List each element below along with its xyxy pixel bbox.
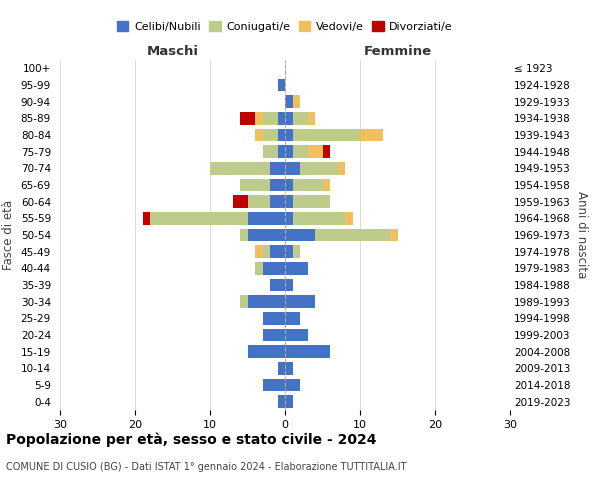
Y-axis label: Fasce di età: Fasce di età: [2, 200, 15, 270]
Bar: [240, 112, 255, 124]
Bar: [293, 179, 323, 192]
Bar: [277, 129, 285, 141]
Bar: [263, 262, 285, 274]
Bar: [308, 146, 323, 158]
Bar: [277, 362, 285, 374]
Bar: [277, 112, 285, 124]
Bar: [285, 246, 293, 258]
Bar: [293, 196, 330, 208]
Bar: [255, 112, 263, 124]
Bar: [285, 396, 293, 408]
Bar: [150, 212, 248, 224]
Bar: [248, 346, 285, 358]
Bar: [285, 296, 315, 308]
Bar: [293, 96, 300, 108]
Bar: [293, 146, 308, 158]
Bar: [293, 212, 345, 224]
Bar: [248, 229, 285, 241]
Bar: [323, 146, 330, 158]
Bar: [300, 162, 337, 174]
Bar: [240, 296, 248, 308]
Bar: [270, 179, 285, 192]
Bar: [270, 196, 285, 208]
Bar: [285, 329, 308, 341]
Bar: [285, 346, 330, 358]
Bar: [285, 362, 293, 374]
Bar: [293, 112, 308, 124]
Bar: [360, 129, 383, 141]
Bar: [345, 212, 353, 224]
Bar: [337, 162, 345, 174]
Bar: [210, 162, 270, 174]
Bar: [143, 212, 150, 224]
Legend: Celibi/Nubili, Coniugati/e, Vedovi/e, Divorziati/e: Celibi/Nubili, Coniugati/e, Vedovi/e, Di…: [113, 16, 457, 36]
Bar: [293, 246, 300, 258]
Bar: [285, 312, 300, 324]
Bar: [285, 379, 300, 391]
Bar: [390, 229, 398, 241]
Bar: [285, 162, 300, 174]
Bar: [255, 129, 263, 141]
Bar: [315, 229, 390, 241]
Bar: [248, 196, 270, 208]
Bar: [240, 229, 248, 241]
Bar: [263, 379, 285, 391]
Bar: [248, 296, 285, 308]
Bar: [270, 246, 285, 258]
Bar: [285, 262, 308, 274]
Bar: [263, 129, 277, 141]
Bar: [285, 196, 293, 208]
Bar: [277, 79, 285, 92]
Bar: [285, 279, 293, 291]
Bar: [293, 129, 360, 141]
Bar: [255, 262, 263, 274]
Bar: [323, 179, 330, 192]
Bar: [240, 179, 270, 192]
Bar: [263, 112, 277, 124]
Y-axis label: Anni di nascita: Anni di nascita: [575, 192, 587, 278]
Bar: [285, 146, 293, 158]
Bar: [263, 246, 270, 258]
Bar: [233, 196, 248, 208]
Bar: [270, 279, 285, 291]
Bar: [285, 129, 293, 141]
Text: Maschi: Maschi: [146, 45, 199, 58]
Bar: [308, 112, 315, 124]
Bar: [277, 396, 285, 408]
Bar: [263, 146, 277, 158]
Bar: [285, 112, 293, 124]
Bar: [285, 179, 293, 192]
Bar: [248, 212, 285, 224]
Bar: [277, 146, 285, 158]
Bar: [285, 229, 315, 241]
Bar: [270, 162, 285, 174]
Text: Popolazione per età, sesso e stato civile - 2024: Popolazione per età, sesso e stato civil…: [6, 432, 377, 447]
Bar: [285, 212, 293, 224]
Text: Femmine: Femmine: [364, 45, 431, 58]
Bar: [263, 329, 285, 341]
Text: COMUNE DI CUSIO (BG) - Dati ISTAT 1° gennaio 2024 - Elaborazione TUTTITALIA.IT: COMUNE DI CUSIO (BG) - Dati ISTAT 1° gen…: [6, 462, 407, 472]
Bar: [263, 312, 285, 324]
Bar: [255, 246, 263, 258]
Bar: [285, 96, 293, 108]
